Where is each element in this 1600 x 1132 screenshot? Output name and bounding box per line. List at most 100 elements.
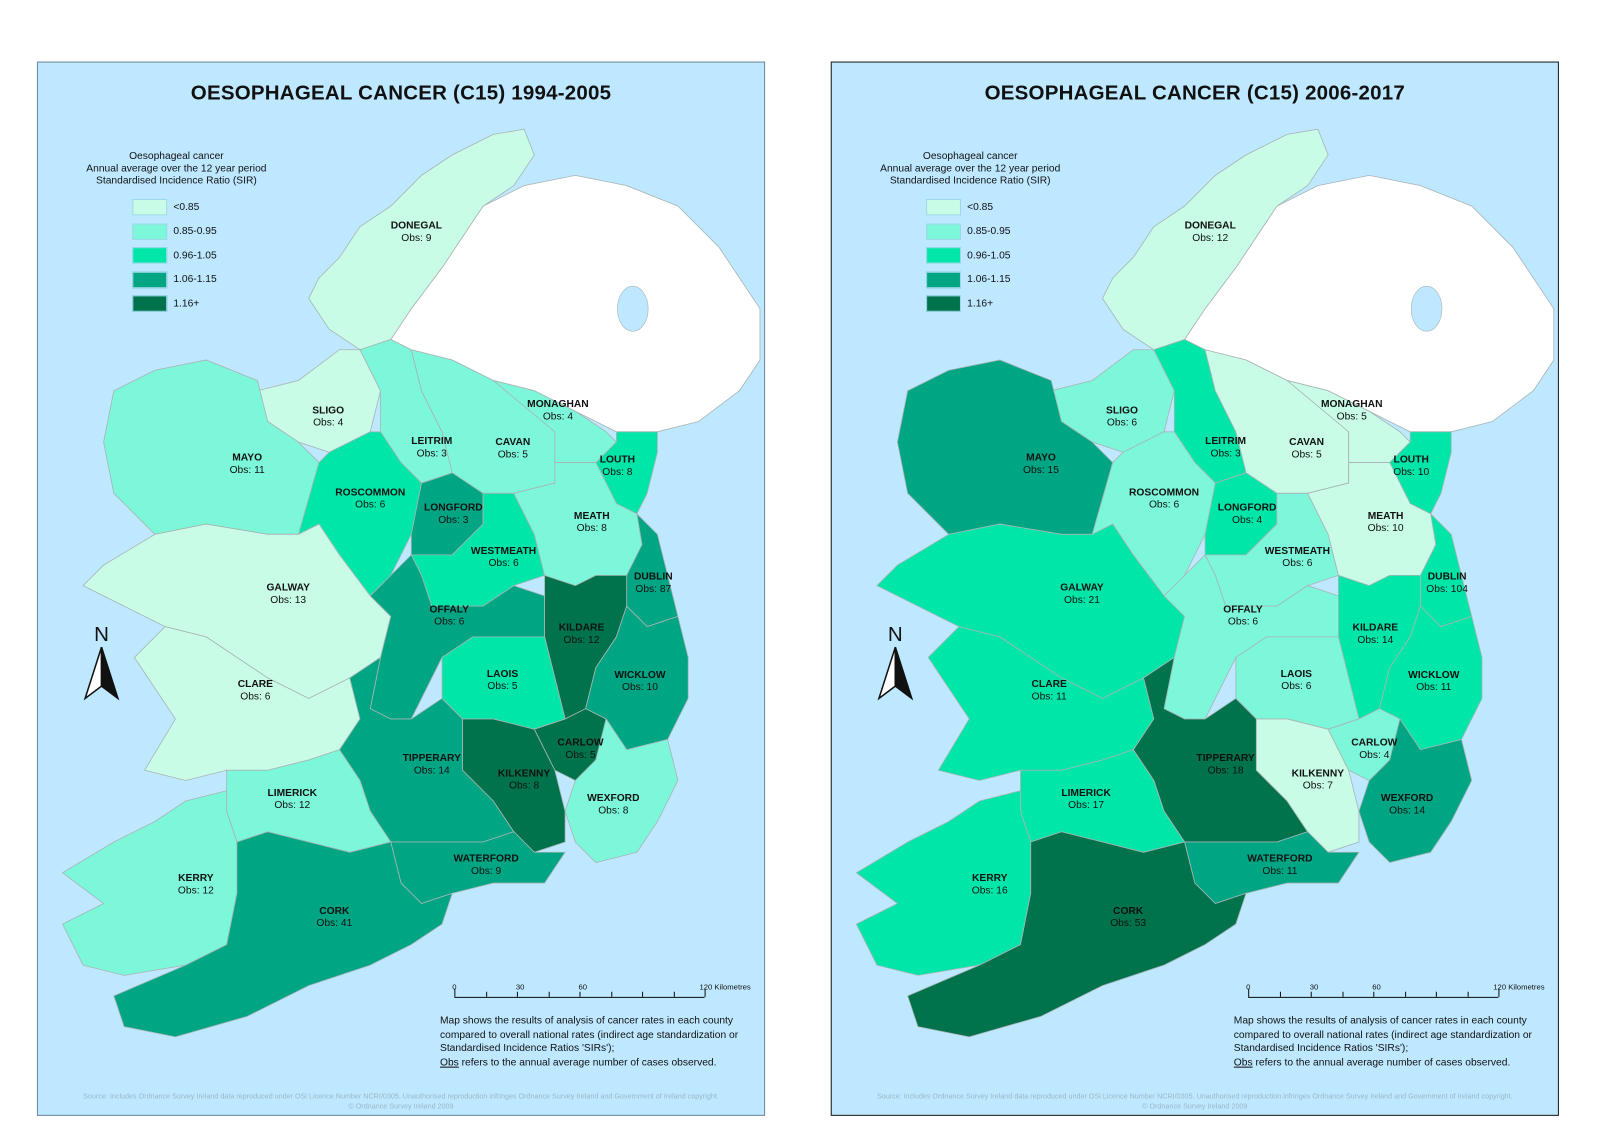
- county-name-label: MEATH: [574, 511, 610, 522]
- north-label: N: [887, 623, 903, 647]
- county-name-label: DUBLIN: [634, 571, 673, 582]
- scale-tick: [610, 991, 612, 997]
- county-name-label: KILKENNY: [498, 768, 551, 779]
- scale-tick: [1341, 991, 1344, 997]
- note-line: compared to overall national rates (indi…: [439, 1029, 739, 1041]
- county-obs-label: Obs: 13: [270, 595, 306, 606]
- scale-tick: [1467, 991, 1469, 997]
- legend-swatch: [926, 271, 961, 288]
- scale-tick: [454, 988, 456, 997]
- scale-tick: [642, 991, 644, 997]
- county-wexford: [564, 717, 679, 863]
- scale-tick: [1404, 991, 1406, 997]
- county-name-label: SLIGO: [1106, 405, 1138, 416]
- note-line-obs: Obs refers to the annual average number …: [440, 1056, 768, 1070]
- county-obs-label: Obs: 14: [1389, 805, 1425, 816]
- county-obs-label: Obs: 12: [1192, 233, 1228, 244]
- obs-term: Obs: [439, 1056, 459, 1069]
- county-name-label: MONAGHAN: [527, 399, 589, 410]
- county-name-label: LEITRIM: [1205, 436, 1246, 447]
- map-panel-1994-2005: DONEGAL Obs: 9 SLIGO Obs: 4 MAYO Obs: 11 LEITR…: [36, 61, 768, 1116]
- county-obs-label: Obs: 6: [1149, 500, 1179, 511]
- legend-title-line: Oesophageal cancer: [129, 150, 224, 163]
- county-obs-label: Obs: 17: [1068, 800, 1104, 811]
- county-obs-label: Obs: 8: [509, 781, 539, 792]
- scale-tick: [1279, 991, 1281, 997]
- scale-tick: [704, 988, 706, 997]
- county-name-label: WEXFORD: [587, 793, 639, 804]
- note-line: Standardised Incidence Ratios 'SIRs');: [1233, 1043, 1409, 1055]
- county-name-label: CAVAN: [495, 437, 530, 448]
- legend-title-line: Standardised Incidence Ratio (SIR): [889, 175, 1051, 187]
- county-obs-label: Obs: 4: [1359, 750, 1389, 761]
- note-line: Standardised Incidence Ratios 'SIRs');: [439, 1043, 615, 1055]
- scale-tick: [1435, 991, 1437, 997]
- county-obs-label: Obs: 12: [564, 635, 600, 646]
- legend-label: <0.85: [173, 201, 200, 213]
- county-obs-label: Obs: 7: [1303, 781, 1333, 792]
- county-name-label: WATERFORD: [1247, 854, 1312, 865]
- county-obs-label: Obs: 15: [1023, 465, 1059, 476]
- county-kilkenny: [1255, 718, 1360, 853]
- county-obs-label: Obs: 6: [355, 500, 385, 511]
- county-name-label: SLIGO: [312, 405, 344, 416]
- legend-label: 1.06-1.15: [173, 273, 217, 286]
- county-obs-label: Obs: 6: [488, 558, 518, 569]
- lough-neagh-lake: [617, 285, 649, 332]
- county-obs-label: Obs: 14: [1357, 635, 1393, 646]
- county-obs-label: Obs: 6: [434, 617, 464, 628]
- county-obs-label: Obs: 21: [1064, 595, 1100, 606]
- county-cork: [113, 831, 453, 1038]
- county-name-label: GALWAY: [266, 583, 310, 594]
- county-obs-label: Obs: 5: [1337, 411, 1367, 422]
- legend-title-line: Annual average over the 12 year period: [880, 163, 1061, 175]
- obs-term: Obs: [1233, 1056, 1253, 1069]
- county-obs-label: Obs: 6: [1107, 418, 1137, 429]
- county-name-label: CLARE: [238, 679, 273, 690]
- scale-label: 120 Kilometres: [699, 982, 751, 992]
- note-line: Map shows the results of analysis of can…: [439, 1015, 733, 1027]
- legend-label: <0.85: [967, 201, 994, 213]
- county-name-label: LIMERICK: [268, 788, 318, 799]
- county-obs-label: Obs: 5: [487, 681, 517, 692]
- county-name-label: WEXFORD: [1381, 793, 1433, 804]
- county-name-label: CAVAN: [1289, 437, 1324, 448]
- legend-swatch: [132, 295, 168, 312]
- map-title: OESOPHAGEAL CANCER (C15) 1994-2005: [190, 82, 612, 105]
- county-obs-label: Obs: 11: [1262, 866, 1297, 877]
- scale-tick: [516, 991, 518, 997]
- county-obs-label: Obs: 87: [635, 584, 671, 595]
- county-name-label: KILKENNY: [1292, 768, 1345, 779]
- county-obs-label: Obs: 5: [565, 750, 595, 761]
- legend-label: 0.85-0.95: [173, 225, 217, 237]
- county-name-label: DONEGAL: [391, 221, 442, 232]
- scale-tick: [485, 991, 487, 997]
- scale-label: 0: [452, 982, 457, 992]
- source-line: © Ordnance Survey Ireland 2009: [348, 1103, 454, 1111]
- north-label: N: [94, 623, 109, 647]
- scale-tick: [1248, 988, 1250, 997]
- lough-neagh-lake: [1410, 285, 1443, 332]
- scale-label: 30: [515, 982, 525, 992]
- county-name-label: ROSCOMMON: [335, 487, 405, 498]
- county-obs-label: Obs: 6: [1228, 617, 1258, 628]
- map-note: Map shows the results of analysis of can…: [440, 1014, 768, 1069]
- scale-label: 60: [578, 982, 587, 992]
- legend-item: 0.96-1.05: [926, 247, 1010, 264]
- county-obs-label: Obs: 6: [1281, 681, 1311, 692]
- county-name-label: WESTMEATH: [471, 546, 536, 557]
- legend-swatch: [926, 247, 961, 264]
- county-name-label: LOUTH: [1394, 455, 1429, 466]
- scale-tick: [548, 991, 550, 997]
- map-note: Map shows the results of analysis of can…: [1234, 1014, 1562, 1069]
- county-name-label: CORK: [1113, 906, 1144, 917]
- legend-title: Oesophageal cancer Annual average over th…: [58, 151, 294, 188]
- county-name-label: MONAGHAN: [1321, 399, 1383, 410]
- county-name-label: OFFALY: [429, 604, 469, 615]
- county-name-label: OFFALY: [1223, 604, 1263, 615]
- north-arrow-icon: [83, 646, 120, 701]
- legend-item: 0.96-1.05: [132, 247, 217, 264]
- county-obs-label: Obs: 41: [316, 918, 352, 929]
- scale-label: 120 Kilometres: [1493, 982, 1545, 992]
